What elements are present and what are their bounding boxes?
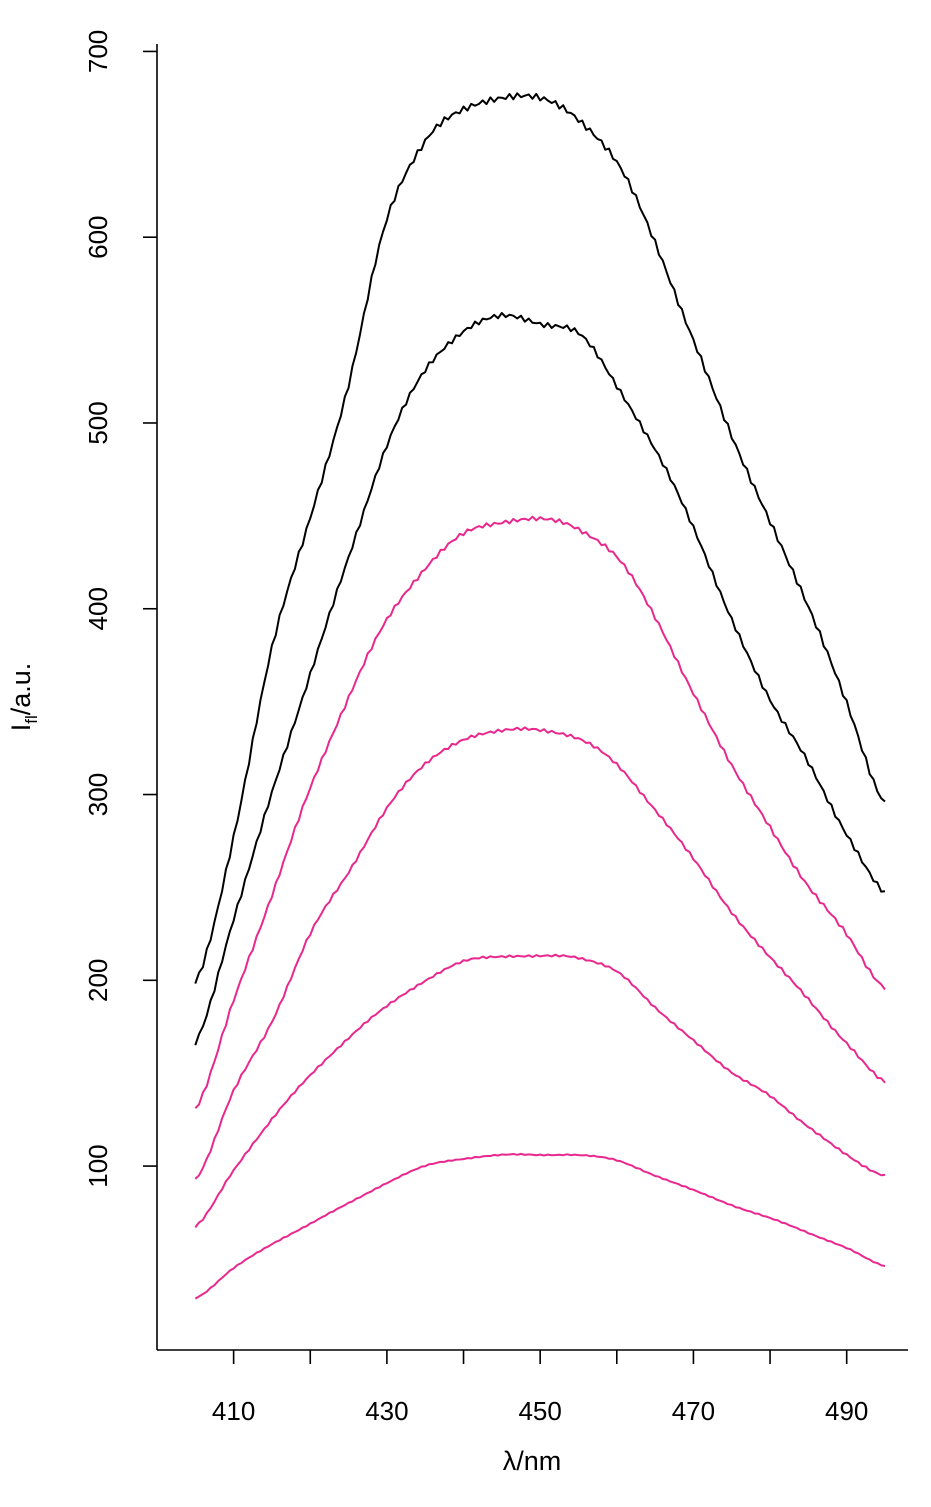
spectrum-line-2 <box>194 312 886 1046</box>
y-axis-title-sub: fl <box>22 715 41 724</box>
y-tick-label: 200 <box>83 959 113 1002</box>
plot-area <box>194 92 886 1300</box>
spectrum-line-4 <box>194 726 886 1180</box>
x-tick-label: 410 <box>212 1396 255 1426</box>
y-tick-label: 500 <box>83 401 113 444</box>
x-tick-label: 430 <box>365 1396 408 1426</box>
y-tick-label: 700 <box>83 30 113 73</box>
spectrum-line-1 <box>194 92 886 984</box>
y-axis-title-rest: /a.u. <box>6 663 36 716</box>
x-tick-label: 450 <box>518 1396 561 1426</box>
y-tick-label: 400 <box>83 587 113 630</box>
y-tick-label: 600 <box>83 216 113 259</box>
x-tick-label: 470 <box>672 1396 715 1426</box>
spectrum-line-3 <box>194 515 886 1109</box>
x-axis-title: λ/nm <box>503 1446 562 1476</box>
x-axis: 410 430 450 470 490 <box>212 1350 868 1426</box>
y-axis-title: Ifl/a.u. <box>6 663 41 732</box>
y-tick-label: 300 <box>83 773 113 816</box>
y-axis-title-main: I <box>6 724 36 732</box>
y-axis: 100 200 300 400 500 600 700 <box>83 30 157 1188</box>
spectrum-line-5 <box>194 953 886 1229</box>
y-tick-label: 100 <box>83 1144 113 1187</box>
x-tick-label: 490 <box>825 1396 868 1426</box>
spectrum-line-6 <box>194 1152 886 1300</box>
